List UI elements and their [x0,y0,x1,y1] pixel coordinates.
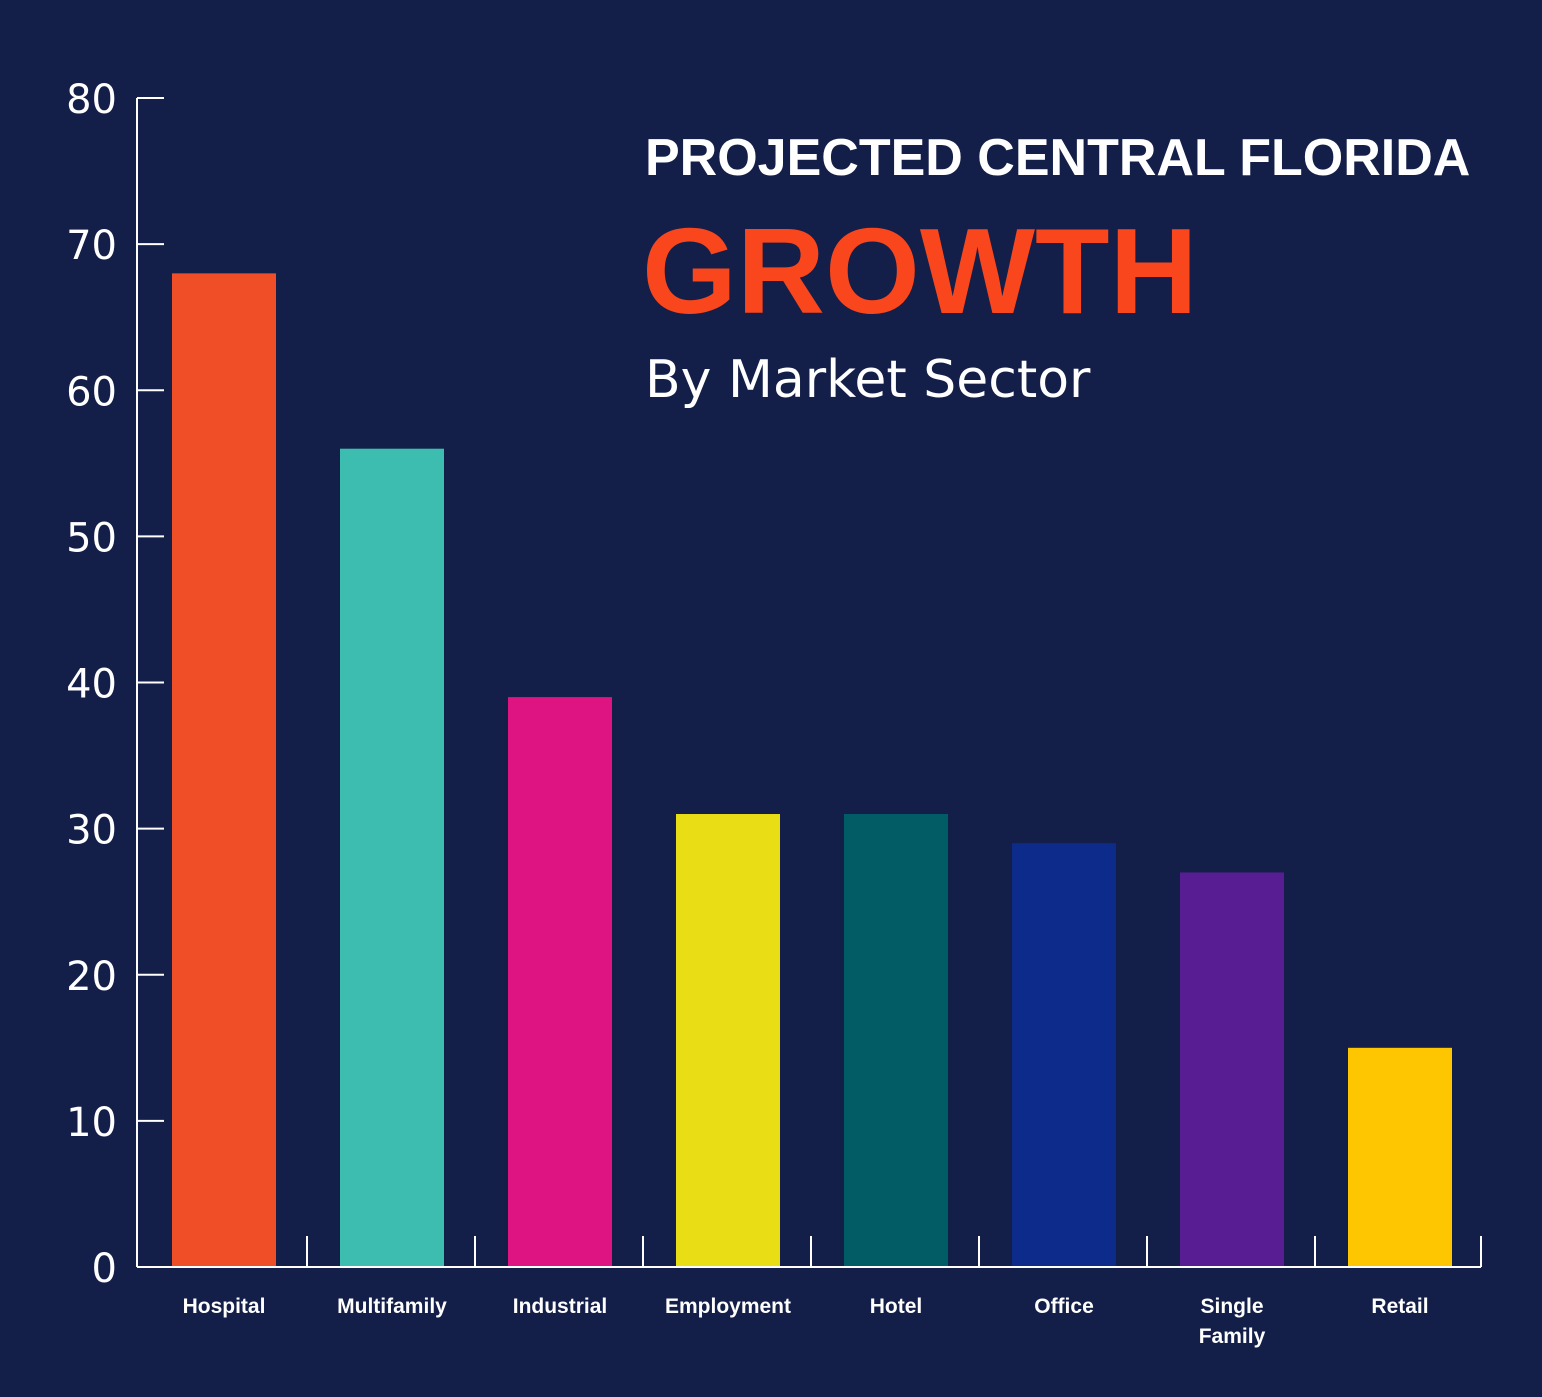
y-tick-label: 40 [66,662,117,708]
y-tick-label: 0 [92,1246,117,1292]
bar-hotel [844,814,948,1266]
chart-title-line2: GROWTH [642,203,1198,339]
bar-hospital [172,273,276,1267]
chart-subtitle: By Market Sector [645,350,1091,410]
x-tick-label: Retail [1371,1295,1428,1318]
bar-retail [1348,1047,1452,1266]
bar-office [1012,843,1116,1266]
x-tick-label: Office [1034,1295,1094,1318]
chart-title-line1: PROJECTED CENTRAL FLORIDA [645,129,1470,187]
y-tick-label: 30 [66,808,117,854]
x-tick-label: Hotel [870,1295,923,1318]
x-tick-label: Single Family [1199,1295,1266,1348]
bar-multifamily [340,448,444,1266]
x-tick-label: Industrial [513,1295,608,1318]
x-tick-label: Hospital [183,1295,266,1318]
bar-industrial [508,697,612,1266]
x-tick-label: Employment [665,1295,791,1318]
y-tick-label: 20 [66,954,117,1000]
y-tick-label: 50 [66,515,117,561]
y-tick-label: 60 [66,369,117,415]
x-tick-label: Multifamily [337,1295,447,1318]
bar-single-family [1180,872,1284,1266]
y-tick-label: 70 [66,223,117,269]
bar-employment [676,814,780,1266]
y-tick-label: 10 [66,1100,117,1146]
x-axis-labels: Hospital Multifamily Industrial Employment H… [183,1295,1429,1348]
y-axis-labels: 0 10 20 30 40 50 60 70 80 [66,77,117,1292]
chart-bars [172,273,1452,1267]
y-tick-label: 80 [66,77,117,123]
chart-axes [136,97,1482,1268]
